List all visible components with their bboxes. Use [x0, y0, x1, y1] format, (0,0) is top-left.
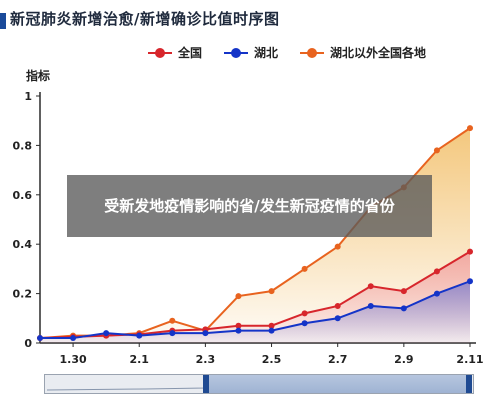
series-point-outside-hubei — [334, 243, 341, 250]
legend-item-hubei[interactable]: 湖北 — [224, 44, 278, 61]
series-point-outside-hubei — [235, 293, 242, 300]
x-tick-label: 1.30 — [60, 353, 87, 366]
series-point-national — [334, 302, 341, 309]
series-point-hubei — [301, 320, 308, 327]
chart-title: 新冠肺炎新增治愈/新增确诊比值时序图 — [10, 10, 280, 28]
series-point-national — [268, 322, 275, 329]
y-tick-label: 0.4 — [13, 238, 33, 251]
series-point-outside-hubei — [467, 125, 473, 132]
legend-swatch-national — [148, 47, 172, 58]
caption-overlay: 受新发地疫情影响的省/发生新冠疫情的省份 — [67, 175, 432, 237]
series-point-outside-hubei — [169, 317, 176, 324]
series-point-outside-hubei — [301, 265, 308, 272]
series-point-hubei — [268, 327, 275, 334]
legend-swatch-hubei — [224, 47, 249, 58]
series-point-national — [301, 310, 308, 317]
series-point-outside-hubei — [433, 147, 440, 154]
x-tick-label: 2.1 — [129, 353, 149, 366]
series-point-hubei — [400, 305, 407, 312]
x-tick-label: 2.5 — [262, 353, 282, 366]
x-tick-label: 2.3 — [196, 353, 216, 366]
overlay-caption: 受新发地疫情影响的省/发生新冠疫情的省份 — [104, 197, 395, 215]
y-tick-label: 1 — [24, 90, 32, 103]
series-point-hubei — [136, 332, 143, 339]
y-tick-label: 0 — [24, 337, 32, 350]
series-point-national — [400, 288, 407, 295]
scroller-left-handle[interactable] — [203, 375, 209, 393]
title-accent-bar — [0, 13, 6, 29]
legend-label-hubei: 湖北 — [254, 46, 279, 60]
y-tick-label: 0.2 — [13, 288, 33, 301]
legend-swatch-outside-hubei — [300, 47, 325, 58]
series-point-hubei — [70, 335, 77, 342]
x-tick-label: 2.11 — [456, 353, 483, 366]
series-point-hubei — [235, 327, 242, 334]
series-point-hubei — [37, 335, 43, 342]
scroller-window[interactable] — [205, 375, 468, 393]
legend-label-national: 全国 — [178, 46, 203, 60]
x-tick-label: 2.7 — [328, 353, 348, 366]
y-axis-label: 指标 — [26, 69, 51, 83]
legend-item-national[interactable]: 全国 — [148, 44, 202, 61]
series-point-hubei — [433, 290, 440, 297]
series-point-national — [235, 322, 242, 329]
area-hubei — [40, 281, 470, 343]
series-point-outside-hubei — [268, 288, 275, 295]
y-tick-label: 0.6 — [13, 189, 33, 202]
series-line-national — [39, 250, 471, 340]
series-point-hubei — [334, 315, 341, 322]
range-scroller[interactable] — [44, 374, 474, 394]
series-point-national — [433, 268, 440, 275]
scroller-right-handle[interactable] — [466, 375, 472, 393]
series-point-hubei — [103, 330, 110, 337]
legend-item-outside-hubei[interactable]: 湖北以外全国各地 — [300, 44, 426, 61]
series-point-hubei — [202, 330, 209, 337]
x-tick-label: 2.9 — [394, 353, 414, 366]
series-line-hubei — [40, 280, 471, 340]
area-outside-hubei — [40, 128, 470, 343]
y-tick-label: 0.8 — [13, 139, 33, 152]
series-point-national — [467, 248, 473, 255]
series-point-hubei — [467, 278, 473, 285]
legend: 全国 湖北 湖北以外全国各地 — [148, 44, 426, 61]
legend-label-outside-hubei: 湖北以外全国各地 — [330, 46, 427, 60]
series-point-hubei — [367, 302, 374, 309]
series-point-hubei — [169, 330, 176, 337]
series-point-national — [367, 283, 374, 290]
